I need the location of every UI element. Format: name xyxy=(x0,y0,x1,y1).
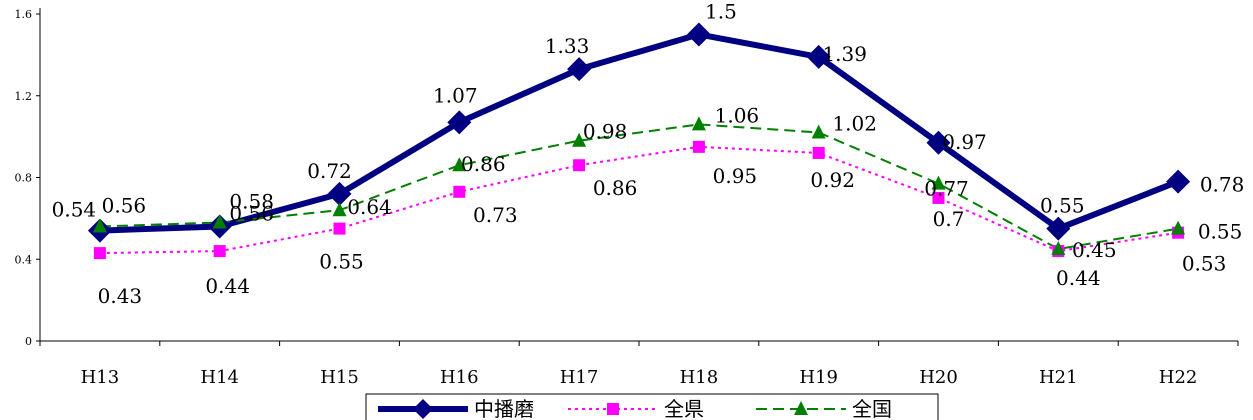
series-line-1 xyxy=(99,31,1180,234)
data-label: 0.73 xyxy=(473,203,518,227)
series-line-3 xyxy=(99,123,1179,250)
point-marker-square xyxy=(812,146,825,159)
data-label: 1.39 xyxy=(822,42,867,66)
data-label: 0.77 xyxy=(924,177,969,201)
x-tick-label: H15 xyxy=(320,367,359,388)
legend-label: 中播磨 xyxy=(474,397,534,420)
point-marker-square xyxy=(573,159,586,172)
y-tick-label: 0 xyxy=(25,335,32,348)
data-label: 0.53 xyxy=(1182,252,1227,276)
y-tick-label: 1.2 xyxy=(15,90,33,103)
data-label: 0.58 xyxy=(229,189,274,213)
data-label: 0.55 xyxy=(319,250,364,274)
legend-marker-diamond xyxy=(413,399,433,419)
point-marker-triangle xyxy=(92,218,107,233)
x-tick-label: H20 xyxy=(919,367,958,388)
point-marker-square xyxy=(932,191,945,204)
point-marker-diamond xyxy=(686,22,711,47)
data-label: 0.92 xyxy=(810,168,855,192)
data-label: 1.02 xyxy=(832,112,877,136)
y-tick-label: 1.6 xyxy=(15,8,33,21)
x-tick-label: H14 xyxy=(200,367,239,388)
point-marker-triangle xyxy=(691,116,706,131)
legend-marker-square xyxy=(607,403,619,415)
legend-marker-triangle xyxy=(794,401,808,415)
data-label: 0.44 xyxy=(1056,266,1101,290)
point-marker-square xyxy=(213,245,226,258)
data-label: 0.78 xyxy=(1200,173,1245,197)
data-label: 0.56 xyxy=(229,202,274,226)
point-marker-diamond xyxy=(806,44,831,69)
data-label: 1.07 xyxy=(433,83,478,107)
y-tick-label: 0.8 xyxy=(15,172,33,185)
point-marker-triangle xyxy=(452,157,467,172)
x-tick-label: H22 xyxy=(1159,367,1198,388)
x-tick-label: H19 xyxy=(799,367,838,388)
point-marker-diamond xyxy=(327,181,352,206)
series-markers xyxy=(87,22,1191,260)
point-marker-diamond xyxy=(926,130,951,155)
legend: 中播磨 全県 全国 xyxy=(365,393,939,420)
data-label: 0.7 xyxy=(933,207,965,231)
point-marker-triangle xyxy=(212,214,227,229)
x-tick-label: H21 xyxy=(1039,367,1078,388)
legend-label: 全県 xyxy=(664,397,704,420)
point-marker-diamond xyxy=(1166,169,1191,194)
series-lines xyxy=(99,31,1180,255)
data-label: 0.72 xyxy=(307,159,352,183)
x-tick-label: H17 xyxy=(560,367,599,388)
data-label: 0.97 xyxy=(942,130,987,154)
data-labels: 0.54 0.560.721.071.331.51.390.970.550.780… xyxy=(52,0,1245,308)
point-marker-square xyxy=(692,140,705,153)
data-label: 0.54 xyxy=(52,198,97,222)
data-label: 0.95 xyxy=(713,164,758,188)
axes: 0 0.4 0.8 1.2 1.6 H13 H14 H15 H16 H17 H18 H19 H20 H21… xyxy=(15,8,1239,388)
y-tick-label: 0.4 xyxy=(15,253,33,266)
point-marker-triangle xyxy=(1051,241,1066,256)
data-label: 0.86 xyxy=(593,176,638,200)
data-label: 0.55 xyxy=(1040,194,1085,218)
legend-label: 全国 xyxy=(852,397,892,420)
point-marker-triangle xyxy=(931,175,946,190)
data-label: 0.98 xyxy=(583,120,628,144)
point-marker-diamond xyxy=(447,110,472,135)
data-label: 0.86 xyxy=(461,152,506,176)
data-label: 1.33 xyxy=(545,34,590,58)
point-marker-square xyxy=(333,222,346,235)
point-marker-triangle xyxy=(811,124,826,139)
point-marker-triangle xyxy=(572,132,587,147)
point-marker-diamond xyxy=(567,57,592,82)
point-marker-diamond xyxy=(1046,216,1071,241)
data-label: 1.06 xyxy=(715,103,760,127)
data-label: 0.56 xyxy=(102,194,147,218)
x-tick-label: H13 xyxy=(81,367,120,388)
data-label: 0.55 xyxy=(1198,220,1243,244)
x-tick-label: H16 xyxy=(440,367,479,388)
data-label: 0.43 xyxy=(98,284,143,308)
point-marker-square xyxy=(453,185,466,198)
data-label: 0.45 xyxy=(1072,238,1117,262)
series-line-2 xyxy=(99,145,1179,255)
data-label: 0.44 xyxy=(205,274,250,298)
data-label: 0.64 xyxy=(347,195,392,219)
data-label: 1.5 xyxy=(705,0,737,23)
point-marker-square xyxy=(93,247,106,260)
point-marker-triangle xyxy=(1171,220,1186,235)
point-marker-triangle xyxy=(332,202,347,217)
x-tick-label: H18 xyxy=(680,367,719,388)
